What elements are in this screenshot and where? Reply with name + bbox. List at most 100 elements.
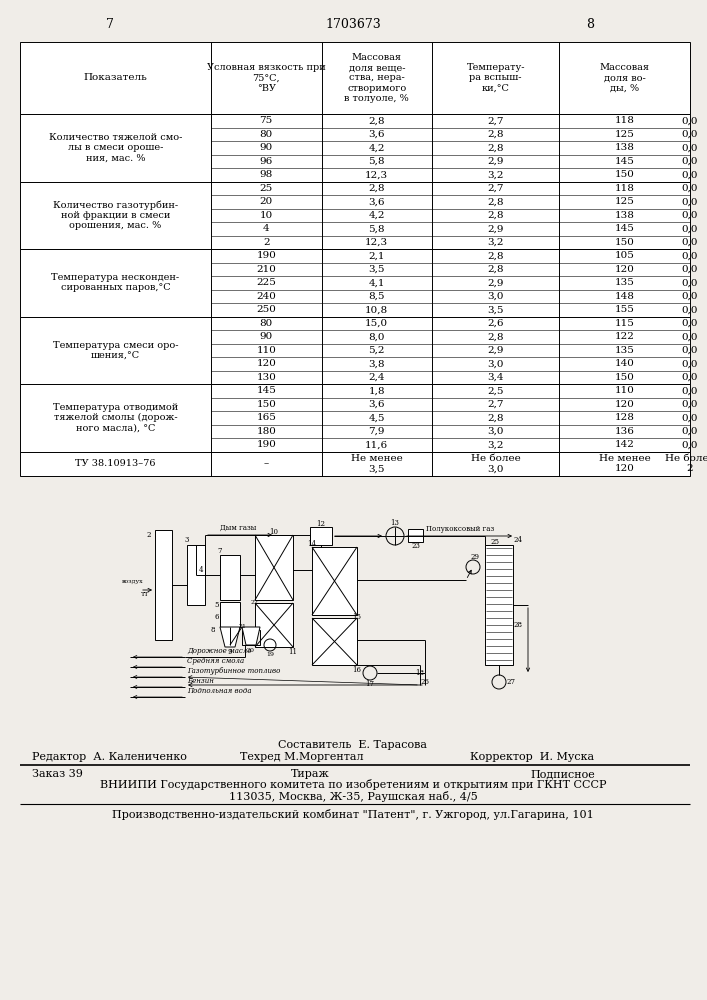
Text: 2,8: 2,8 bbox=[368, 184, 385, 193]
Bar bbox=[155, 530, 172, 640]
Text: 0,0: 0,0 bbox=[682, 427, 699, 436]
Text: 4,2: 4,2 bbox=[368, 211, 385, 220]
Text: 5,8: 5,8 bbox=[368, 157, 385, 166]
Text: 3,0: 3,0 bbox=[487, 359, 504, 368]
Bar bbox=[20, 384, 690, 452]
Bar bbox=[310, 527, 332, 545]
Text: 20: 20 bbox=[247, 648, 255, 652]
Text: 0,0: 0,0 bbox=[682, 359, 699, 368]
Text: 14: 14 bbox=[308, 540, 317, 548]
Text: 110: 110 bbox=[615, 386, 635, 395]
Text: 5,8: 5,8 bbox=[368, 224, 385, 233]
Text: 10: 10 bbox=[259, 211, 273, 220]
Bar bbox=[312, 618, 357, 665]
Text: 90: 90 bbox=[259, 143, 273, 152]
Text: 148: 148 bbox=[615, 292, 635, 301]
Text: 155: 155 bbox=[615, 305, 635, 314]
Text: 2,8: 2,8 bbox=[368, 116, 385, 125]
Text: 15,0: 15,0 bbox=[366, 319, 388, 328]
Text: 0,0: 0,0 bbox=[682, 278, 699, 287]
Text: 2,7: 2,7 bbox=[487, 116, 504, 125]
Text: 110: 110 bbox=[257, 346, 276, 355]
Bar bbox=[312, 547, 357, 615]
Text: 4,2: 4,2 bbox=[368, 143, 385, 152]
Text: Редактор  А. Калениченко: Редактор А. Калениченко bbox=[32, 752, 187, 762]
Text: 150: 150 bbox=[615, 373, 635, 382]
Text: Не более
2: Не более 2 bbox=[665, 454, 707, 473]
Text: 2,8: 2,8 bbox=[487, 130, 504, 139]
Text: 2,9: 2,9 bbox=[487, 224, 504, 233]
Text: 2,8: 2,8 bbox=[487, 332, 504, 341]
Text: 0,0: 0,0 bbox=[682, 197, 699, 206]
Text: 120: 120 bbox=[615, 400, 635, 409]
Text: Показатель: Показатель bbox=[83, 74, 147, 83]
Bar bbox=[20, 182, 690, 249]
Text: Не более
3,0: Не более 3,0 bbox=[471, 454, 520, 473]
Text: 2,6: 2,6 bbox=[487, 319, 504, 328]
Text: Дорожное масло: Дорожное масло bbox=[187, 647, 252, 655]
Text: 128: 128 bbox=[615, 413, 635, 422]
Text: 11,6: 11,6 bbox=[366, 440, 388, 449]
Text: 0,0: 0,0 bbox=[682, 251, 699, 260]
Bar bbox=[485, 545, 513, 665]
Text: 0,0: 0,0 bbox=[682, 143, 699, 152]
Text: 138: 138 bbox=[615, 143, 635, 152]
Text: 2,9: 2,9 bbox=[487, 157, 504, 166]
Text: 0,0: 0,0 bbox=[682, 413, 699, 422]
Text: 3,8: 3,8 bbox=[368, 359, 385, 368]
Text: 17: 17 bbox=[366, 680, 375, 688]
Text: 3,4: 3,4 bbox=[487, 373, 504, 382]
Text: 130: 130 bbox=[257, 373, 276, 382]
Text: 8,5: 8,5 bbox=[368, 292, 385, 301]
Text: 3,6: 3,6 bbox=[368, 197, 385, 206]
Text: 2,4: 2,4 bbox=[368, 373, 385, 382]
Text: 2,9: 2,9 bbox=[487, 346, 504, 355]
Text: 120: 120 bbox=[615, 265, 635, 274]
Text: 138: 138 bbox=[615, 211, 635, 220]
Polygon shape bbox=[220, 627, 240, 647]
Text: 0,0: 0,0 bbox=[682, 373, 699, 382]
Text: Температура отводимой
тяжелой смолы (дорож-
ного масла), °С: Температура отводимой тяжелой смолы (дор… bbox=[53, 403, 178, 433]
Text: 2,8: 2,8 bbox=[487, 211, 504, 220]
Bar bbox=[408, 529, 423, 542]
Text: 24: 24 bbox=[513, 536, 522, 544]
Text: 165: 165 bbox=[257, 413, 276, 422]
Text: 142: 142 bbox=[615, 440, 635, 449]
Text: 3,2: 3,2 bbox=[487, 170, 504, 179]
Text: 2,8: 2,8 bbox=[487, 143, 504, 152]
Text: 12,3: 12,3 bbox=[366, 170, 388, 179]
Text: 150: 150 bbox=[615, 170, 635, 179]
Text: 22: 22 bbox=[251, 599, 259, 604]
Text: 3,6: 3,6 bbox=[368, 400, 385, 409]
Text: 115: 115 bbox=[615, 319, 635, 328]
Text: 12: 12 bbox=[317, 520, 325, 528]
Text: 145: 145 bbox=[615, 224, 635, 233]
Text: 140: 140 bbox=[615, 359, 635, 368]
Text: Полукоксовый газ: Полукоксовый газ bbox=[426, 525, 494, 533]
Text: Дым газы: Дым газы bbox=[220, 524, 256, 532]
Bar bbox=[20, 249, 690, 316]
Text: 29: 29 bbox=[470, 553, 479, 561]
Text: 18: 18 bbox=[416, 669, 424, 677]
Text: 15: 15 bbox=[353, 613, 361, 621]
Text: 2,8: 2,8 bbox=[487, 265, 504, 274]
Text: 8: 8 bbox=[211, 626, 215, 634]
Text: 2: 2 bbox=[147, 531, 151, 539]
Text: Средняя смола: Средняя смола bbox=[187, 657, 244, 665]
Text: 225: 225 bbox=[257, 278, 276, 287]
Text: 3,5: 3,5 bbox=[368, 265, 385, 274]
Text: 150: 150 bbox=[257, 400, 276, 409]
Text: 90: 90 bbox=[259, 332, 273, 341]
Text: Подписное: Подписное bbox=[530, 769, 595, 779]
Text: 2,8: 2,8 bbox=[487, 413, 504, 422]
Text: 3,5: 3,5 bbox=[487, 305, 504, 314]
Text: 19: 19 bbox=[266, 652, 274, 656]
Text: ТТ: ТТ bbox=[141, 592, 149, 597]
Text: 5: 5 bbox=[215, 601, 219, 609]
Text: 210: 210 bbox=[257, 265, 276, 274]
Text: 80: 80 bbox=[259, 319, 273, 328]
Text: 190: 190 bbox=[257, 251, 276, 260]
Bar bbox=[20, 114, 690, 182]
Text: 0,0: 0,0 bbox=[682, 116, 699, 125]
Text: 0,0: 0,0 bbox=[682, 332, 699, 341]
